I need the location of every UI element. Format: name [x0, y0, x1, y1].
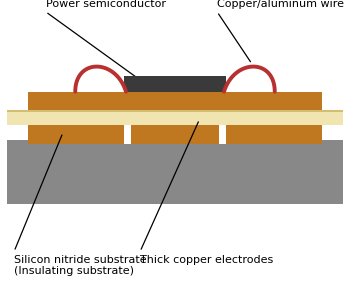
Text: Silicon nitride substrate
(Insulating substrate): Silicon nitride substrate (Insulating su… [14, 255, 147, 276]
Bar [7, 112, 343, 125]
Text: Power semiconductor: Power semiconductor [46, 0, 166, 9]
Bar [219, 125, 226, 144]
Bar [124, 125, 131, 144]
Text: Copper/aluminum wire: Copper/aluminum wire [217, 0, 344, 9]
Text: Thick copper electrodes: Thick copper electrodes [140, 255, 273, 265]
Bar [226, 92, 322, 110]
Bar [124, 92, 226, 110]
Bar [28, 92, 124, 110]
Bar [7, 140, 343, 204]
Bar [7, 110, 343, 112]
Bar [28, 125, 322, 144]
Bar [124, 76, 226, 92]
